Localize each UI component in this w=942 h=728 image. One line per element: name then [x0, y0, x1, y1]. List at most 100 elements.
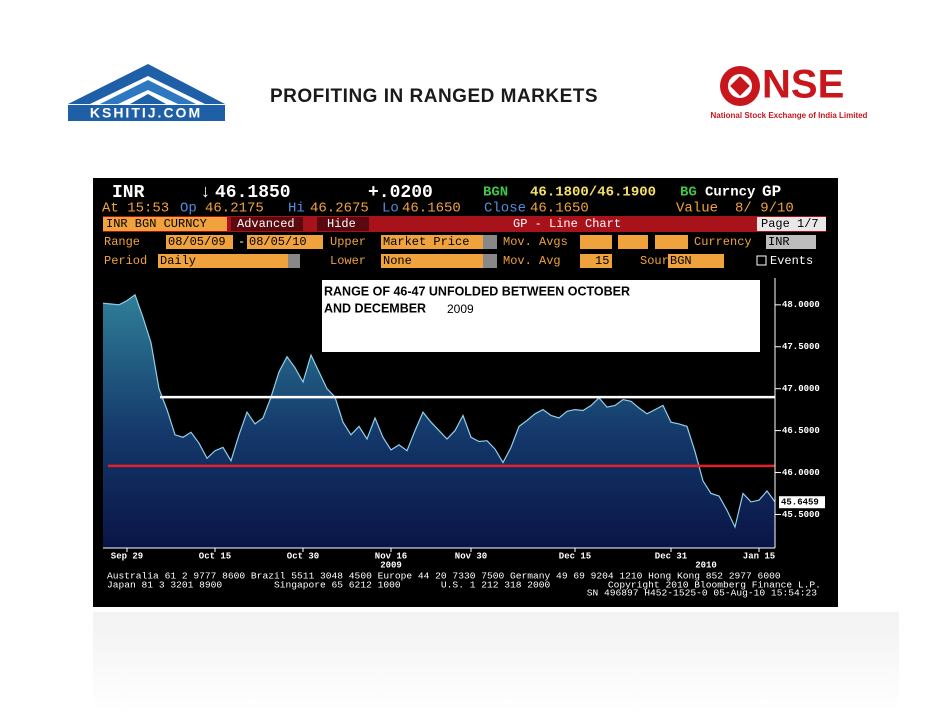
- terminal-text: -: [238, 235, 245, 249]
- terminal-text: 46.2675: [310, 201, 369, 217]
- terminal-text: 15: [595, 254, 609, 268]
- terminal-text: 46.1650: [402, 201, 461, 217]
- input-field: [766, 235, 816, 249]
- terminal-text: 46.1800/46.1900: [530, 185, 656, 201]
- terminal-text: Page 1/7: [761, 217, 819, 231]
- button: [231, 217, 303, 231]
- terminal-text: 46.1850: [215, 183, 291, 203]
- terminal-text: BGN: [670, 254, 692, 268]
- roof-inner: [100, 80, 196, 104]
- slide-title: PROFITING IN RANGED MARKETS: [270, 86, 598, 107]
- x-tick-label: Dec 31: [655, 551, 688, 561]
- logo-bar: [68, 105, 225, 121]
- terminal-text: Mov. Avgs: [503, 235, 568, 249]
- roof-core: [130, 94, 166, 104]
- y-tick-label: 47.5000: [782, 342, 820, 352]
- terminal-text: 08/05/09: [168, 235, 226, 249]
- field-end: [483, 235, 497, 249]
- terminal-text: Japan 81 3 3201 8900 Singapore 65 6212 1…: [107, 580, 821, 591]
- x-tick-label: Nov 16: [375, 551, 407, 561]
- terminal-text: INR BGN CURNCY: [106, 217, 207, 231]
- year-label: 2010: [695, 560, 717, 570]
- terminal-text: INR: [112, 183, 145, 203]
- terminal-text: Upper: [330, 235, 366, 249]
- terminal-text: Value: [676, 201, 718, 217]
- button: [317, 217, 369, 231]
- annotation-text: AND DECEMBER: [324, 301, 426, 315]
- x-tick-label: Nov 30: [455, 551, 487, 561]
- x-tick-label: Jan 15: [743, 551, 775, 561]
- terminal-text: 08/05/10: [249, 235, 307, 249]
- x-tick-label: Dec 15: [559, 551, 591, 561]
- line: [102, 293, 776, 529]
- terminal-text: Currency: [694, 235, 752, 249]
- input-field: [103, 217, 227, 231]
- input-field: [381, 254, 483, 268]
- terminal-text: Range: [104, 235, 140, 249]
- annotation-text: 2009: [447, 302, 474, 316]
- input-field: [166, 235, 233, 249]
- terminal-text: INR: [768, 235, 790, 249]
- terminal-text: 46.1650: [530, 201, 589, 217]
- logo-text: NSE: [762, 63, 844, 107]
- y-tick-label: 46.5000: [782, 426, 820, 436]
- field-end: [288, 254, 300, 268]
- annotation-text: RANGE OF 46-47 UNFOLDED BETWEEN OCTOBER: [324, 284, 630, 298]
- terminal-text: ↓: [200, 183, 211, 203]
- terminal-text: At 15:53: [102, 201, 169, 217]
- terminal-text: Mov. Avg: [503, 254, 561, 268]
- input-field: [655, 235, 688, 249]
- terminal-text: Events: [770, 254, 813, 268]
- year-label: 2009: [380, 560, 402, 570]
- terminal-text: Period: [104, 254, 147, 268]
- right-logo: NSE National Stock Exchange of India Lim…: [711, 63, 868, 121]
- input-field: [668, 254, 724, 268]
- input-field: [618, 235, 648, 249]
- terminal-text: Advanced: [237, 217, 295, 231]
- terminal-content: INR ↓ 46.1850 +.0200 BGN 46.1800/46.1900 BG Cur…: [102, 183, 826, 599]
- checkbox: [756, 255, 767, 266]
- annotation-box: [322, 280, 760, 352]
- terminal-text: GP - Line Chart: [513, 217, 621, 231]
- terminal-text: BGN: [483, 185, 508, 201]
- terminal-text: Lower: [330, 254, 366, 268]
- input-field: [580, 235, 612, 249]
- button: [757, 217, 826, 231]
- input-field: [247, 235, 323, 249]
- x-tick-label: Sep 29: [111, 551, 143, 561]
- terminal-text: Hide: [327, 217, 356, 231]
- terminal-text: Source: [640, 254, 683, 268]
- logo-text: KSHITIJ.COM: [90, 105, 202, 121]
- terminal-text: None: [383, 254, 412, 268]
- x-tick-label: Oct 30: [287, 551, 319, 561]
- terminal-text: 46.2175: [205, 201, 264, 217]
- reflection: [93, 612, 899, 712]
- y-tick-label: 45.5000: [782, 510, 820, 520]
- terminal-text: Hi: [288, 201, 305, 217]
- terminal-text: 8/ 9/10: [735, 201, 794, 217]
- terminal-text: Close: [484, 201, 526, 217]
- terminal-text: Curncy: [705, 185, 756, 201]
- input-field: [381, 235, 483, 249]
- y-tick-label: 47.0000: [782, 384, 820, 394]
- input-field: [158, 254, 288, 268]
- terminal-text: Daily: [160, 254, 196, 268]
- x-tick-label: Oct 15: [199, 551, 231, 561]
- last-value-label: 45.6459: [781, 498, 819, 508]
- terminal-text: GP: [762, 183, 781, 201]
- terminal-text: SN 496897 H452-1525-0 05-Aug-10 15:54:23: [587, 588, 818, 599]
- field-end: [483, 254, 497, 268]
- terminal-text: Market Price: [383, 235, 469, 249]
- terminal-text: Australia 61 2 9777 8600 Brazil 5511 304…: [107, 571, 781, 582]
- roof-outer: [68, 64, 225, 104]
- logo-caption: National Stock Exchange of India Limited: [711, 111, 868, 120]
- terminal-text: +.0200: [368, 183, 433, 203]
- terminal-text: Op: [180, 201, 197, 217]
- terminal-text: BG: [680, 185, 697, 201]
- input-field: [580, 254, 612, 268]
- area: [103, 294, 775, 548]
- left-logo: KSHITIJ.COM: [68, 64, 225, 121]
- y-tick-label: 46.0000: [782, 468, 820, 478]
- terminal-text: Lo: [382, 201, 399, 217]
